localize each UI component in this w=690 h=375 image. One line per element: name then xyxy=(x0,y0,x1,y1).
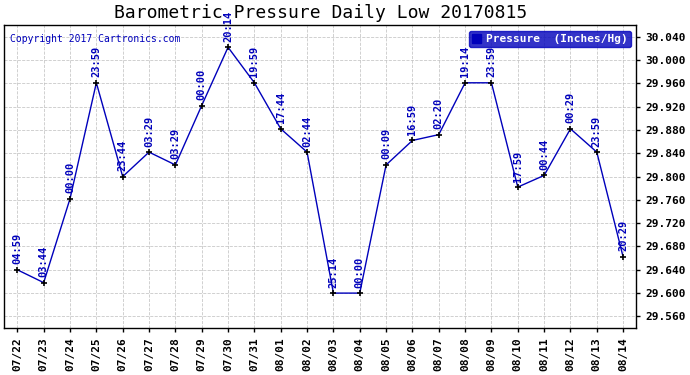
Text: 23:59: 23:59 xyxy=(91,46,101,77)
Text: 00:09: 00:09 xyxy=(381,128,391,159)
Text: 03:29: 03:29 xyxy=(144,115,154,147)
Text: 25:14: 25:14 xyxy=(328,256,338,288)
Text: 16:59: 16:59 xyxy=(407,104,417,135)
Text: 00:29: 00:29 xyxy=(566,92,575,123)
Text: 02:44: 02:44 xyxy=(302,115,312,147)
Text: 04:59: 04:59 xyxy=(12,233,22,264)
Text: 02:20: 02:20 xyxy=(434,98,444,129)
Text: 03:44: 03:44 xyxy=(39,246,49,277)
Legend: Pressure  (Inches/Hg): Pressure (Inches/Hg) xyxy=(469,31,631,48)
Title: Barometric Pressure Daily Low 20170815: Barometric Pressure Daily Low 20170815 xyxy=(114,4,527,22)
Text: 17:59: 17:59 xyxy=(513,150,523,182)
Text: 00:00: 00:00 xyxy=(197,69,207,100)
Text: 19:59: 19:59 xyxy=(249,46,259,77)
Text: 23:44: 23:44 xyxy=(118,140,128,171)
Text: 23:59: 23:59 xyxy=(486,46,496,77)
Text: 19:14: 19:14 xyxy=(460,46,470,77)
Text: 23:59: 23:59 xyxy=(592,115,602,147)
Text: 03:29: 03:29 xyxy=(170,128,180,159)
Text: Copyright 2017 Cartronics.com: Copyright 2017 Cartronics.com xyxy=(10,34,181,44)
Text: 00:00: 00:00 xyxy=(65,162,75,193)
Text: 00:00: 00:00 xyxy=(355,256,365,288)
Text: 20:14: 20:14 xyxy=(223,10,233,42)
Text: 20:29: 20:29 xyxy=(618,220,628,251)
Text: 00:44: 00:44 xyxy=(539,139,549,170)
Text: 17:44: 17:44 xyxy=(276,92,286,123)
